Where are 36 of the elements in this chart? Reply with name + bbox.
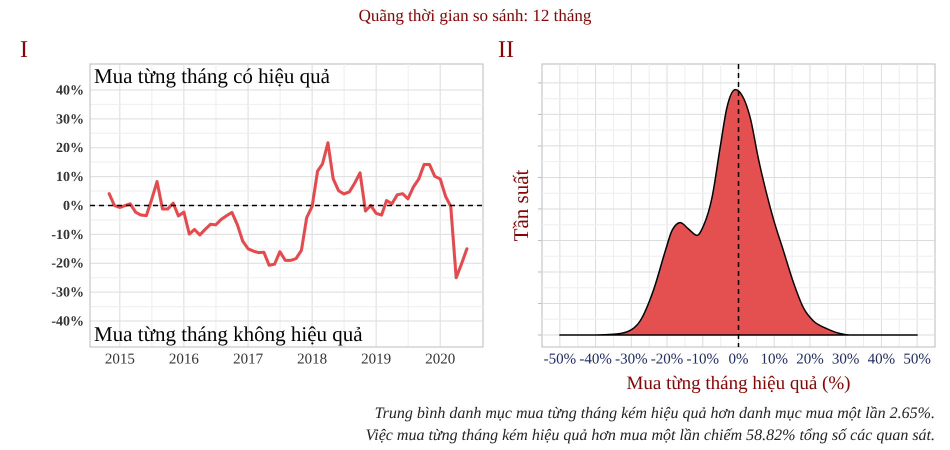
x-tick-label: -50% <box>544 352 576 368</box>
y-tick-label: 10% <box>56 170 84 186</box>
x-tick-label: 20% <box>796 352 824 368</box>
x-tick-label: -30% <box>615 352 648 368</box>
y-tick-label: -40% <box>51 314 84 330</box>
chart-title: II <box>498 37 514 63</box>
x-tick-label: 2015 <box>104 352 135 368</box>
x-tick-label: -40% <box>579 352 612 368</box>
x-tick-label: -20% <box>650 352 684 368</box>
x-tick-label: 50% <box>903 352 931 368</box>
x-tick-label: 0% <box>728 352 748 368</box>
y-tick-label: -10% <box>51 228 84 243</box>
x-tick-label: 10% <box>760 352 788 368</box>
annotation: Mua từng tháng có hiệu quả <box>94 64 331 88</box>
text: Việc mua từng tháng kém hiệu quả hơn mua một lần chiếm 58.82% tổng số các quan sát. <box>366 427 935 444</box>
y-tick-label: -20% <box>51 256 84 272</box>
x-tick-label: 2019 <box>361 352 392 368</box>
y-tick-label: 0% <box>63 198 84 214</box>
x-axis-title: Mua từng tháng hiệu quả (%) <box>626 373 850 394</box>
y-tick-label: 40% <box>56 83 84 98</box>
x-tick-label: 30% <box>832 352 860 368</box>
x-tick-label: 2016 <box>168 352 200 368</box>
line-series <box>108 141 468 280</box>
y-tick-label: 30% <box>56 112 84 128</box>
text: Trung bình danh mục mua từng tháng kém hiệu quả hơn danh mục mua một lần 2.65%. <box>374 405 935 422</box>
x-tick-label: 2020 <box>425 352 456 368</box>
y-axis-title: Tần suất <box>509 169 533 242</box>
annotation: Mua từng tháng không hiệu quả <box>94 322 364 346</box>
x-tick-label: 40% <box>868 352 896 368</box>
chart-title: I <box>20 37 28 63</box>
y-tick-label: 20% <box>56 141 84 156</box>
x-tick-label: -10% <box>686 352 720 368</box>
x-tick-label: 2018 <box>297 352 328 368</box>
y-tick-label: -30% <box>51 286 84 301</box>
text: Quãng thời gian so sánh: 12 tháng <box>358 6 592 25</box>
x-tick-label: 2017 <box>233 352 264 368</box>
